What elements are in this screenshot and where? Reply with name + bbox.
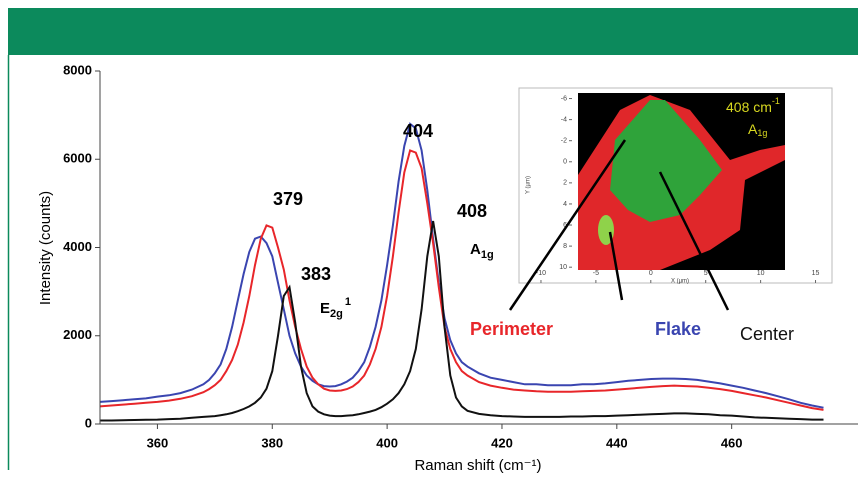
- x-tick-label: 420: [491, 435, 513, 450]
- inset-x-tick-label: 5: [704, 270, 708, 277]
- annotation-sub: 2g: [330, 308, 343, 320]
- annotation: 404: [403, 121, 433, 141]
- inset-x-tick-label: -5: [593, 270, 599, 277]
- annotation: 408: [457, 201, 487, 221]
- inset-x-label: X (µm): [671, 279, 689, 285]
- inset-x-tick-label: 0: [649, 270, 653, 277]
- annotation-sub: 1g: [481, 249, 494, 261]
- annotation: E2g1: [320, 296, 351, 320]
- annotation-text: 408: [457, 201, 487, 221]
- inset-x-tick-label: 10: [757, 270, 765, 277]
- annotation-text: 379: [273, 189, 303, 209]
- annotation: 379: [273, 189, 303, 209]
- inset-title: 408 cm-1: [726, 96, 780, 114]
- inset-y-tick-label: 0: [563, 159, 567, 166]
- annotation-text: E: [320, 300, 330, 317]
- x-tick-label: 440: [606, 435, 628, 450]
- header-bar: [8, 8, 858, 55]
- inset-y-tick-label: 8: [563, 243, 567, 250]
- series-label: Center: [740, 324, 794, 344]
- inset-y-tick-label: 10: [559, 264, 567, 271]
- y-tick-label: 4000: [63, 239, 92, 254]
- inset-y-tick-label: 4: [563, 201, 567, 208]
- annotation-text: A: [470, 241, 481, 258]
- x-axis-label: Raman shift (cm⁻¹): [414, 457, 541, 474]
- inset-y-tick-label: -4: [561, 116, 567, 123]
- y-axis-label: Intensity (counts): [37, 191, 54, 305]
- inset-y-tick-label: -2: [561, 138, 567, 145]
- inset-x-tick-label: 15: [812, 270, 820, 277]
- x-tick-label: 400: [376, 435, 398, 450]
- inset-title-text: 408 cm: [726, 99, 772, 115]
- y-tick-label: 2000: [63, 327, 92, 342]
- y-tick-label: 6000: [63, 151, 92, 166]
- inset-y-tick-label: -6: [561, 95, 567, 102]
- inset-y-label: Y (µm): [526, 176, 532, 194]
- y-tick-label: 8000: [63, 62, 92, 77]
- x-tick-label: 460: [721, 435, 743, 450]
- inset-subtitle-sub: 1g: [757, 128, 767, 138]
- annotation-text: 383: [301, 264, 331, 284]
- chart: Raman shift (cm⁻¹) Intensity (counts) -1…: [0, 0, 866, 478]
- annotation-text: 404: [403, 121, 433, 141]
- series-label: Flake: [655, 319, 701, 339]
- y-tick-label: 0: [85, 415, 92, 430]
- inset-y-tick-label: 2: [563, 180, 567, 187]
- series-label: Perimeter: [470, 319, 553, 339]
- annotation-sup: 1: [345, 296, 351, 308]
- annotation: A1g: [470, 241, 494, 261]
- inset-title-sup: -1: [772, 96, 780, 106]
- annotation: 383: [301, 264, 331, 284]
- x-tick-label: 380: [261, 435, 283, 450]
- x-tick-label: 360: [147, 435, 169, 450]
